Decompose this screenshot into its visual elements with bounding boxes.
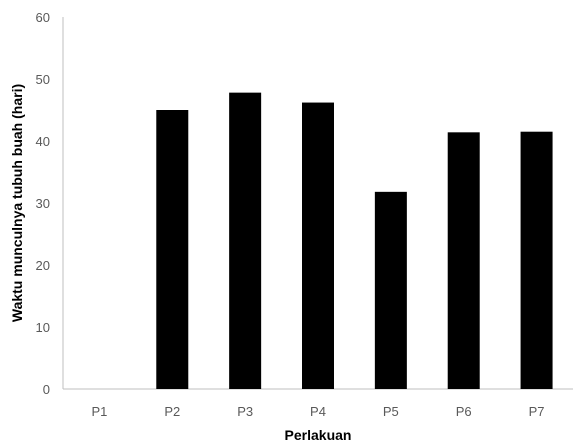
y-tick-label: 40 [36,134,50,149]
x-tick-label: P4 [310,404,326,419]
y-tick-label: 60 [36,10,50,25]
y-tick-label: 30 [36,196,50,211]
y-axis-title: Waktu munculnya tubuh buah (hari) [9,84,25,322]
x-axis-ticks: P1 P2 P3 P4 P5 P6 P7 [91,404,544,419]
x-tick-label: P5 [383,404,399,419]
x-tick-label: P3 [237,404,253,419]
bar [302,102,334,389]
bar [229,92,262,389]
x-axis-title: Perlakuan [285,427,352,443]
x-tick-label: P2 [164,404,180,419]
y-tick-label: 50 [36,72,50,87]
bars [156,92,553,389]
bar [447,132,480,389]
y-tick-label: 20 [36,258,50,273]
bar [156,110,189,389]
y-tick-label: 0 [43,382,50,397]
x-tick-label: P7 [529,404,545,419]
bar [374,191,407,389]
x-tick-label: P1 [91,404,107,419]
bar [520,131,553,389]
x-tick-label: P6 [456,404,472,419]
y-axis-ticks: 0 10 20 30 40 50 60 [36,10,50,397]
y-tick-label: 10 [36,320,50,335]
